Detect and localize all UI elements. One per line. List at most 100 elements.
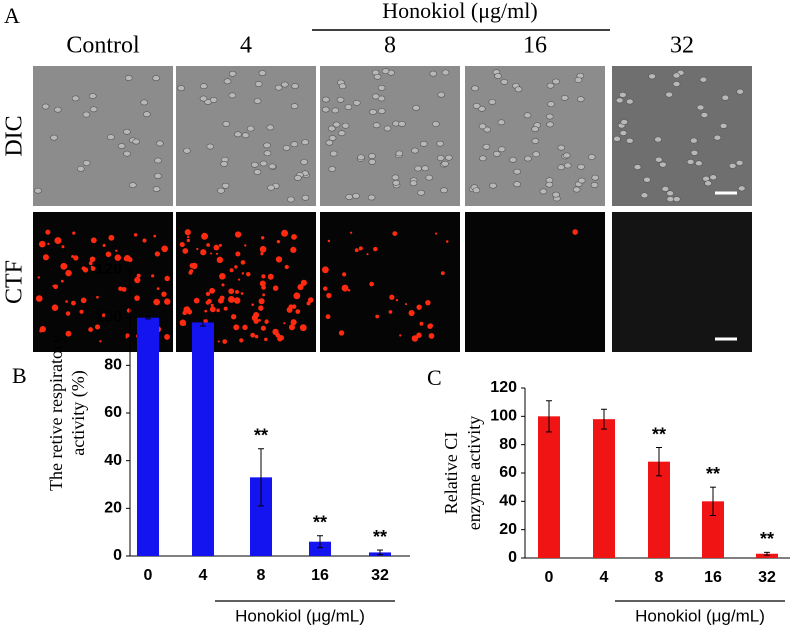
fluorescence [290, 246, 297, 254]
cell [222, 121, 231, 127]
y-tick-label: 120 [490, 379, 517, 396]
fluorescence [89, 256, 96, 263]
panel-label: A [4, 3, 20, 28]
x-tick-label: 0 [144, 567, 153, 584]
fluorescence [373, 246, 378, 252]
fluorescence [275, 256, 283, 263]
fluorescence [281, 229, 289, 237]
fluorescence [246, 271, 251, 277]
cell [440, 187, 448, 194]
cell [223, 78, 232, 85]
cell [625, 137, 634, 144]
fluorescence [251, 314, 258, 321]
fluorescence [222, 339, 228, 344]
cell [654, 156, 663, 163]
cell [513, 181, 521, 188]
cell [686, 159, 695, 165]
cell [441, 69, 450, 76]
fluorescence [419, 321, 424, 326]
significance: ** [254, 426, 268, 446]
fluorescence [200, 249, 207, 256]
cell [322, 96, 330, 103]
cell [329, 150, 338, 157]
cell [699, 76, 708, 83]
fluorescence [72, 231, 76, 235]
cell [71, 95, 80, 102]
fluorescence [39, 325, 46, 333]
fluorescence [123, 256, 128, 261]
cell [576, 96, 585, 103]
fluorescence [161, 291, 167, 297]
cell [587, 154, 596, 160]
cell [436, 140, 444, 147]
cell [241, 132, 250, 139]
cell [332, 121, 341, 128]
fluorescence [105, 251, 112, 258]
fluorescence [347, 289, 351, 292]
fluorescence [427, 323, 433, 329]
column-label: 4 [240, 33, 252, 59]
cell [494, 73, 502, 79]
fluorescence [254, 334, 259, 339]
cell [291, 83, 299, 89]
cell [152, 75, 160, 82]
cell [666, 190, 674, 197]
cell [372, 122, 381, 129]
fluorescence [435, 232, 438, 235]
cell [321, 106, 330, 113]
cell [633, 164, 642, 170]
cell [562, 152, 571, 159]
fluorescence [323, 286, 328, 291]
ctf-image [612, 212, 752, 352]
fluorescence [338, 330, 345, 336]
fluorescence [154, 251, 160, 257]
fluorescence [65, 269, 72, 277]
cell [509, 156, 517, 163]
cell [411, 147, 419, 154]
fluorescence [65, 311, 71, 316]
cell [696, 104, 705, 111]
fluorescence [125, 336, 128, 339]
fluorescence [114, 254, 122, 261]
row-label: DIC [2, 115, 28, 156]
bar [309, 541, 331, 556]
fluorescence [54, 237, 62, 245]
fluorescence [233, 324, 240, 331]
fluorescence [118, 286, 123, 292]
fluorescence [267, 273, 274, 280]
fluorescence [240, 292, 244, 295]
fluorescence [229, 268, 234, 273]
cell [419, 140, 428, 147]
fluorescence [264, 337, 268, 342]
cell [34, 187, 42, 194]
cell [325, 139, 334, 146]
fluorescence [210, 303, 214, 307]
fluorescence [99, 340, 102, 343]
cell [352, 100, 361, 106]
cell [234, 131, 242, 138]
cell [266, 124, 275, 131]
cell [436, 155, 445, 161]
cell [129, 182, 137, 189]
cell [500, 79, 509, 85]
cell [648, 73, 656, 80]
cell [258, 70, 267, 76]
cell [143, 111, 151, 118]
cell [735, 160, 744, 166]
cell [482, 143, 491, 150]
cell [590, 182, 599, 188]
fluorescence [79, 309, 84, 314]
cell [123, 150, 131, 157]
x-tick-label: 32 [758, 569, 776, 586]
fluorescence [213, 244, 220, 251]
cell [557, 164, 565, 171]
fluorescence [293, 292, 301, 300]
cell [552, 191, 560, 198]
cell [425, 174, 433, 181]
fluorescence [416, 304, 422, 310]
cell [640, 192, 649, 199]
x-tick-label: 8 [655, 569, 664, 586]
cell [441, 160, 449, 167]
fluorescence [65, 330, 72, 337]
fluorescence [217, 340, 220, 343]
